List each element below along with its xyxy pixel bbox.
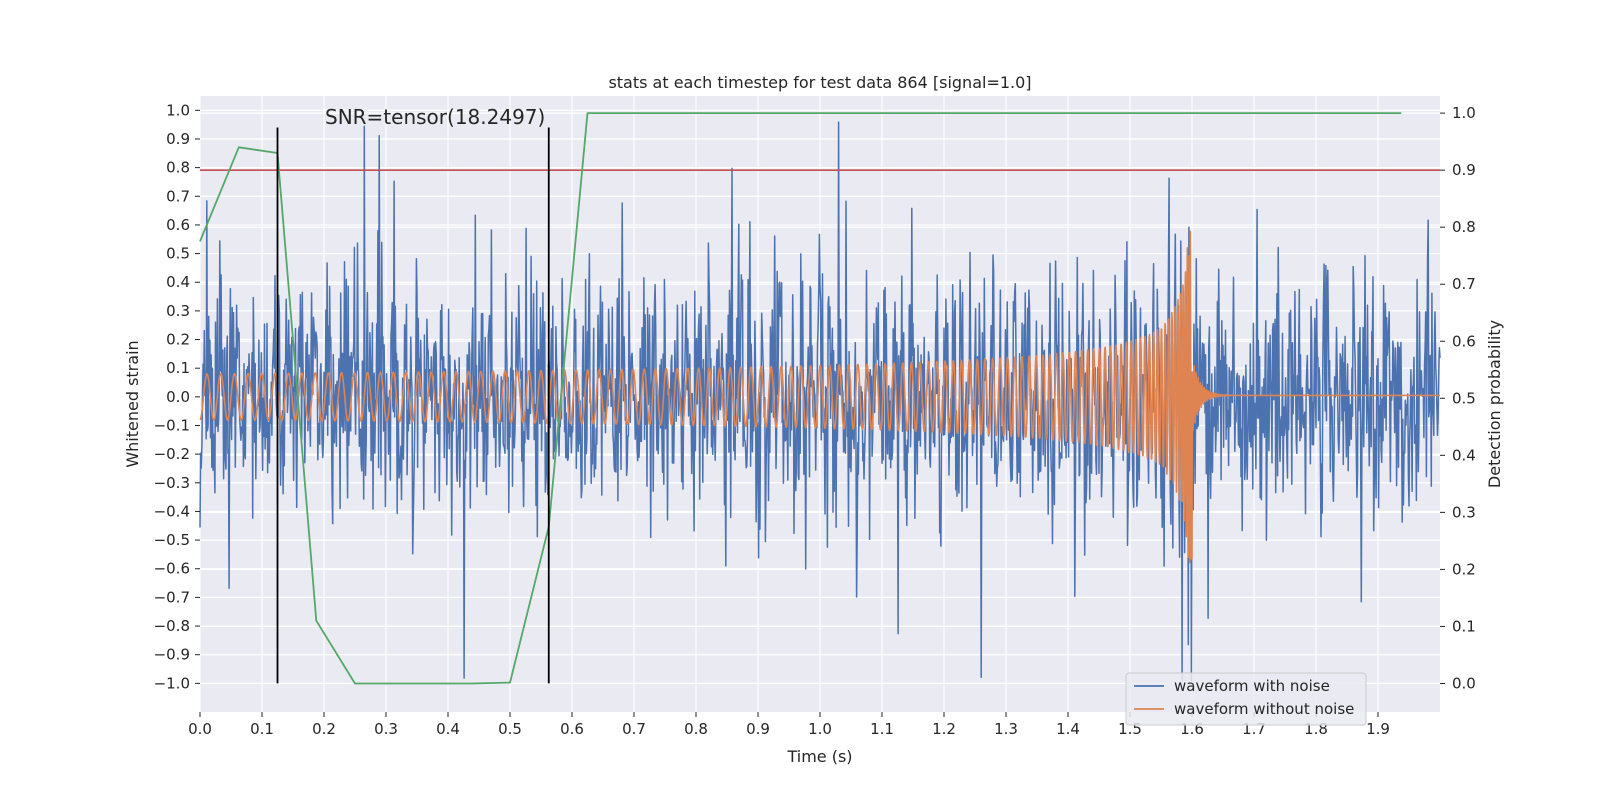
x-tick-label: 1.2 (932, 720, 956, 738)
y2-tick-label: 0.0 (1452, 674, 1476, 692)
y-tick-label: 0.1 (166, 359, 190, 377)
y-tick-label: 0.6 (166, 216, 190, 234)
x-axis: 0.0 0.1 0.2 0.3 0.4 0.5 0.6 0.7 0.8 0.9 1.0 1.1 1.2 1… (188, 712, 1390, 738)
y-axis-label-right: Detection probability (1485, 320, 1504, 488)
y-tick-label: −0.1 (154, 416, 190, 434)
x-tick-label: 1.9 (1366, 720, 1390, 738)
y-axis-left: 1.0 0.9 0.8 0.7 0.6 0.5 0.4 0.3 0.2 0.1 0.0 −0.1 −0.… (154, 101, 200, 692)
x-tick-label: 1.1 (870, 720, 894, 738)
legend-label-noise: waveform with noise (1174, 677, 1330, 695)
y2-tick-label: 0.2 (1452, 560, 1476, 578)
x-tick-label: 0.8 (684, 720, 708, 738)
x-tick-label: 0.5 (498, 720, 522, 738)
y-tick-label: −0.2 (154, 445, 190, 463)
y-tick-label: −0.4 (154, 502, 190, 520)
y-tick-label: 0.5 (166, 245, 190, 263)
x-tick-label: 1.4 (1056, 720, 1080, 738)
y-tick-label: 0.3 (166, 302, 190, 320)
x-tick-label: 0.0 (188, 720, 212, 738)
y2-tick-label: 0.5 (1452, 389, 1476, 407)
x-axis-label: Time (s) (786, 747, 852, 766)
y2-tick-label: 0.9 (1452, 161, 1476, 179)
y2-tick-label: 0.6 (1452, 332, 1476, 350)
y-tick-label: −0.3 (154, 474, 190, 492)
x-tick-label: 0.1 (250, 720, 274, 738)
legend-box (1125, 672, 1367, 726)
y-tick-label: −0.8 (154, 617, 190, 635)
y2-tick-label: 0.3 (1452, 503, 1476, 521)
y2-tick-label: 1.0 (1452, 104, 1476, 122)
x-tick-label: 0.4 (436, 720, 460, 738)
series-line-detection-probability (199, 112, 1402, 685)
series-line-waveform-without-noise (199, 230, 1441, 564)
x-tick-label: 1.3 (994, 720, 1018, 738)
y-tick-label: −0.5 (154, 531, 190, 549)
legend-label-clean: waveform without noise (1174, 700, 1354, 718)
y-axis-label-left: Whitened strain (123, 340, 142, 467)
snr-annotation: SNR=tensor(18.2497) (325, 105, 545, 129)
legend: waveform with noise waveform without noi… (1125, 672, 1367, 726)
y-tick-label: −0.9 (154, 646, 190, 664)
x-tick-label: 0.9 (746, 720, 770, 738)
y2-tick-label: 0.1 (1452, 617, 1476, 635)
chart-title: stats at each timestep for test data 864… (608, 73, 1031, 92)
x-tick-label: 0.2 (312, 720, 336, 738)
y-tick-label: −0.7 (154, 588, 190, 606)
y-tick-label: 0.2 (166, 331, 190, 349)
y-tick-label: 0.9 (166, 130, 190, 148)
y2-tick-label: 0.7 (1452, 275, 1476, 293)
y-tick-label: 0.8 (166, 159, 190, 177)
x-tick-label: 0.3 (374, 720, 398, 738)
y-tick-label: 0.7 (166, 187, 190, 205)
y2-tick-label: 0.8 (1452, 218, 1476, 236)
y-tick-label: 1.0 (166, 101, 190, 119)
y-tick-label: −1.0 (154, 674, 190, 692)
x-tick-label: 0.7 (622, 720, 646, 738)
x-tick-label: 1.0 (808, 720, 832, 738)
x-tick-label: 0.6 (560, 720, 584, 738)
series-line-waveform-with-noise (199, 121, 1441, 682)
y-axis-right: 1.0 0.9 0.8 0.7 0.6 0.5 0.4 0.3 0.2 0.1 0.0 (1440, 104, 1476, 692)
y2-tick-label: 0.4 (1452, 446, 1476, 464)
y-tick-label: 0.4 (166, 273, 190, 291)
y-tick-label: 0.0 (166, 388, 190, 406)
y-tick-label: −0.6 (154, 560, 190, 578)
series-layer (199, 112, 1441, 685)
